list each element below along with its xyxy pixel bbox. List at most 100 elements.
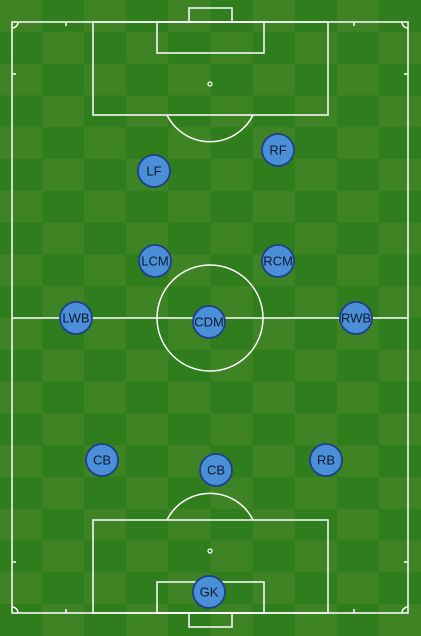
grass-tile bbox=[84, 0, 127, 32]
grass-tile bbox=[0, 381, 43, 414]
grass-tile bbox=[126, 31, 169, 64]
grass-tile bbox=[0, 508, 43, 541]
grass-tile bbox=[0, 445, 43, 477]
grass-tile bbox=[84, 508, 127, 541]
player-marker bbox=[192, 305, 226, 339]
grass-tile bbox=[0, 254, 43, 287]
grass-tile bbox=[126, 95, 169, 128]
corner-arc-bottom-left bbox=[11, 606, 19, 614]
player-label: LCM bbox=[141, 254, 168, 269]
player-lcm[interactable]: LCM bbox=[138, 244, 172, 278]
grass-tile bbox=[378, 477, 421, 509]
grass-tile bbox=[84, 63, 127, 96]
grass-tile bbox=[42, 31, 85, 64]
grass-tile bbox=[294, 95, 337, 128]
grass-tile bbox=[210, 349, 253, 382]
grass-tile bbox=[42, 222, 85, 255]
grass-tile bbox=[252, 318, 295, 350]
player-rcm[interactable]: RCM bbox=[261, 244, 295, 278]
player-rf[interactable]: RF bbox=[261, 133, 295, 167]
player-label: CDM bbox=[194, 315, 224, 330]
corner-arc-top-right bbox=[401, 21, 409, 29]
player-label: RCM bbox=[263, 254, 293, 269]
grass-tile bbox=[126, 413, 169, 446]
grass-tile bbox=[336, 127, 379, 159]
corner-arc-bottom-right bbox=[401, 606, 409, 614]
grass-tile bbox=[378, 31, 421, 64]
grass-tile bbox=[294, 286, 337, 318]
player-lwb[interactable]: LWB bbox=[59, 301, 93, 335]
top-penalty-arc bbox=[166, 114, 254, 143]
grass-tile bbox=[84, 254, 127, 287]
player-cdm[interactable]: CDM bbox=[192, 305, 226, 339]
player-label: CB bbox=[93, 453, 111, 468]
grass-tile bbox=[0, 572, 43, 605]
player-label: GK bbox=[200, 585, 219, 600]
grass-tile bbox=[378, 286, 421, 318]
player-marker bbox=[261, 133, 295, 167]
grass-tile bbox=[336, 0, 379, 32]
grass-tile bbox=[126, 604, 169, 636]
grass-tile bbox=[168, 508, 211, 541]
player-marker bbox=[199, 453, 233, 487]
grass-tile bbox=[42, 413, 85, 446]
player-marker bbox=[59, 301, 93, 335]
grass-tile bbox=[126, 540, 169, 573]
player-lf[interactable]: LF bbox=[137, 154, 171, 188]
player-gk[interactable]: GK bbox=[192, 575, 226, 609]
grass-tile bbox=[336, 254, 379, 287]
player-label: RWB bbox=[341, 311, 371, 326]
grass-tile bbox=[84, 381, 127, 414]
player-marker bbox=[192, 575, 226, 609]
grass-tile bbox=[252, 63, 295, 96]
grass-tile bbox=[294, 540, 337, 573]
grass-tile bbox=[336, 572, 379, 605]
grass-tile bbox=[0, 318, 43, 350]
player-label: RF bbox=[269, 143, 286, 158]
grass-tile bbox=[210, 222, 253, 255]
grass-tile bbox=[294, 222, 337, 255]
grass-tile bbox=[210, 413, 253, 446]
player-cb-left[interactable]: CB bbox=[85, 443, 119, 477]
players-layer: RF LF LCM RCM LWB CDM bbox=[59, 133, 373, 609]
grass-tile bbox=[378, 413, 421, 446]
grass-tile bbox=[252, 445, 295, 477]
player-marker bbox=[85, 443, 119, 477]
grass-tile bbox=[378, 540, 421, 573]
grass-tile bbox=[210, 159, 253, 191]
player-marker bbox=[339, 301, 373, 335]
player-marker bbox=[309, 443, 343, 477]
grass-tile bbox=[336, 445, 379, 477]
grass-tile bbox=[378, 222, 421, 255]
grass-tile bbox=[294, 159, 337, 191]
grass-tile bbox=[294, 349, 337, 382]
player-label: LF bbox=[146, 164, 161, 179]
grass-tile bbox=[168, 63, 211, 96]
grass-tile bbox=[210, 540, 253, 573]
grass-tile bbox=[210, 95, 253, 128]
grass-tile bbox=[42, 540, 85, 573]
player-rwb[interactable]: RWB bbox=[339, 301, 373, 335]
grass-tile bbox=[252, 0, 295, 32]
grass-tile bbox=[42, 95, 85, 128]
player-label: RB bbox=[317, 453, 335, 468]
grass-tile bbox=[252, 508, 295, 541]
grass-tile bbox=[168, 190, 211, 223]
grass-tile bbox=[126, 286, 169, 318]
bottom-penalty-arc bbox=[166, 492, 254, 521]
grass-tile bbox=[378, 159, 421, 191]
grass-tile bbox=[0, 0, 43, 32]
player-marker bbox=[137, 154, 171, 188]
player-cb-center[interactable]: CB bbox=[199, 453, 233, 487]
grass-tile bbox=[252, 572, 295, 605]
player-label: CB bbox=[207, 463, 225, 478]
grass-tile bbox=[42, 477, 85, 509]
bottom-penalty-spot bbox=[207, 548, 213, 554]
grass-tile bbox=[336, 508, 379, 541]
grass-tile bbox=[294, 477, 337, 509]
grass-tile bbox=[378, 349, 421, 382]
player-rb[interactable]: RB bbox=[309, 443, 343, 477]
corner-arc-top-left bbox=[11, 21, 19, 29]
grass-tile bbox=[0, 127, 43, 159]
